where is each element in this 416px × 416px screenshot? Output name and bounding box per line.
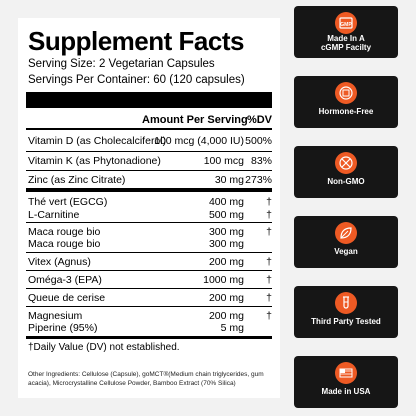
ingredient-amount: 200 mg (208, 292, 244, 304)
ingredient-dv: † (266, 196, 272, 208)
ingredient-name: Queue de cerise (28, 292, 106, 304)
ingredient-dv: † (266, 292, 272, 304)
ingredient-name: Oméga-3 (EPA) (28, 274, 102, 286)
nutrient-name: Vitamin D (as Cholecalciferol) (28, 135, 167, 147)
ingredient-name: Maca rouge bio (28, 238, 101, 250)
ingredient-dv: † (266, 226, 272, 238)
ingredient-name: Maca rouge bio (28, 226, 101, 238)
badge-label: Hormone-Free (318, 107, 374, 116)
badge-vegan: Vegan (294, 216, 398, 268)
nutrient-dv: 500% (245, 135, 272, 147)
badge-label: Made in USA (321, 387, 371, 396)
ingredient-amount: 200 mg (208, 256, 244, 268)
header-dv: %DV (246, 114, 272, 126)
badge-made-in-usa: Made in USA (294, 356, 398, 408)
ingredient-dv: † (266, 256, 272, 268)
ingredient-dv: † (266, 310, 272, 322)
nutrient-name: Vitamin K (as Phytonadione) (28, 155, 161, 167)
test-tube-icon (335, 292, 357, 314)
hormone-free-icon (335, 82, 357, 104)
nutrient-amount: 100 mcg (203, 155, 244, 167)
ingredient-amount: 1000 mg (203, 274, 244, 286)
ingredient-amount: 5 mg (220, 322, 244, 334)
badge-label: Non-GMO (327, 177, 365, 186)
gmp-icon: GMP (335, 12, 357, 34)
badge-label-line1: Made In A (327, 34, 365, 43)
nutrient-amount: 100 mcg (4,000 IU) (154, 135, 244, 147)
badge-gmp: GMP Made In A cGMP Facilty (294, 6, 398, 58)
serving-size: Serving Size: 2 Vegetarian Capsules (28, 58, 215, 70)
row-divider (26, 306, 272, 307)
ingredient-amount: 500 mg (208, 209, 244, 221)
thick-rule-middle (26, 188, 272, 192)
row-divider (26, 288, 272, 289)
ingredient-name: Vitex (Agnus) (28, 256, 91, 268)
thick-rule-bottom (26, 336, 272, 339)
badge-non-gmo: Non-GMO (294, 146, 398, 198)
gmp-icon-text: GMP (340, 22, 352, 28)
dv-footnote: †Daily Value (DV) not established. (28, 342, 180, 353)
supplement-facts-panel: Supplement Facts Serving Size: 2 Vegetar… (18, 18, 280, 398)
header-rule (26, 128, 272, 130)
facts-title: Supplement Facts (28, 26, 244, 56)
nutrient-amount: 30 mg (214, 174, 244, 186)
badge-label-line2: cGMP Facilty (320, 43, 372, 52)
vegan-leaf-icon (335, 222, 357, 244)
ingredient-amount: 200 mg (208, 310, 244, 322)
ingredient-name: Thé vert (EGCG) (28, 196, 108, 208)
row-divider (26, 222, 272, 223)
ingredient-name: L-Carnitine (28, 209, 80, 221)
header-amount: Amount Per Serving (142, 114, 248, 126)
badge-label: Made In A cGMP Facilty (294, 34, 398, 52)
thick-rule-top (26, 92, 272, 108)
row-divider (26, 170, 272, 171)
ingredient-amount: 300 mg (208, 238, 244, 250)
ingredient-name: Magnesium (28, 310, 83, 322)
badge-label: Third Party Tested (311, 317, 381, 326)
ingredient-amount: 300 mg (208, 226, 244, 238)
row-divider (26, 151, 272, 152)
nutrient-dv: 83% (250, 155, 272, 167)
nutrient-name: Zinc (as Zinc Citrate) (28, 174, 126, 186)
ingredient-amount: 400 mg (208, 196, 244, 208)
row-divider (26, 270, 272, 271)
nutrient-dv: 273% (245, 174, 272, 186)
badge-label: Vegan (334, 247, 358, 256)
ingredient-name: Piperine (95%) (28, 322, 98, 334)
non-gmo-icon (335, 152, 357, 174)
badge-third-party: Third Party Tested (294, 286, 398, 338)
other-ingredients: Other Ingredients: Cellulose (Capsule), … (28, 371, 264, 387)
ingredient-dv: † (266, 274, 272, 286)
servings-per-container: Servings Per Container: 60 (120 capsules… (28, 74, 245, 86)
row-divider (26, 252, 272, 253)
ingredient-dv: † (266, 209, 272, 221)
usa-flag-icon (335, 362, 357, 384)
badge-hormone-free: Hormone-Free (294, 76, 398, 128)
